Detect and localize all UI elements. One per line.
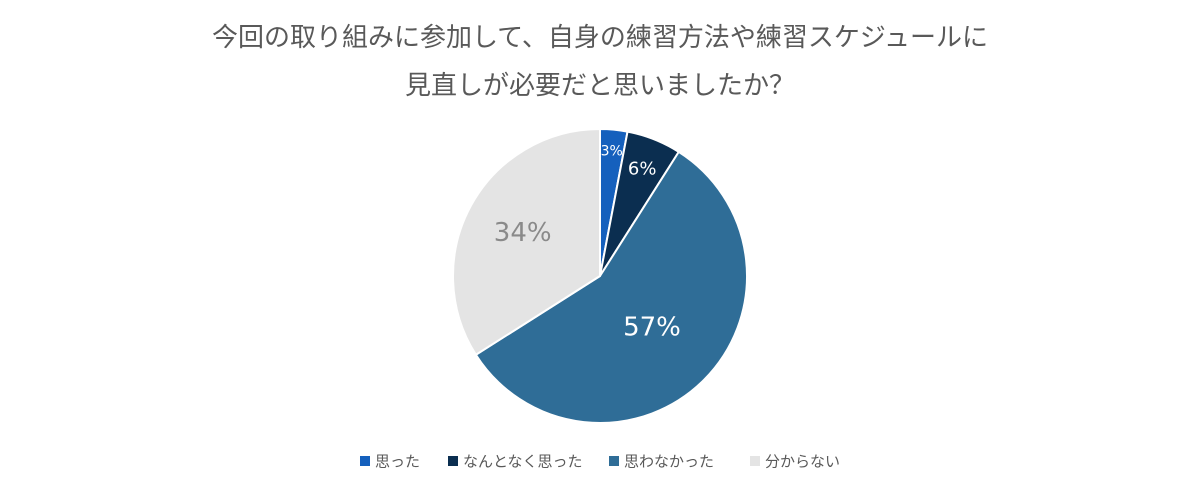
legend-swatch — [750, 456, 760, 466]
data-label: 57% — [623, 312, 681, 342]
legend-label: 思った — [375, 453, 420, 471]
data-label: 3% — [601, 144, 623, 160]
legend-label: なんとなく思った — [463, 453, 583, 471]
chart-title: 今回の取り組みに参加して、自身の練習方法や練習スケジュールに見直しが必要だと思い… — [211, 23, 989, 101]
legend-label: 分からない — [765, 453, 840, 471]
data-label: 6% — [628, 158, 657, 179]
legend-swatch — [360, 456, 370, 466]
pie-slice — [452, 127, 601, 357]
data-label: 34% — [494, 218, 552, 248]
legend-label: 思わなかった — [624, 453, 714, 471]
legend-swatch — [609, 456, 619, 466]
pie-slice — [474, 150, 748, 424]
legend-swatch — [448, 456, 458, 466]
